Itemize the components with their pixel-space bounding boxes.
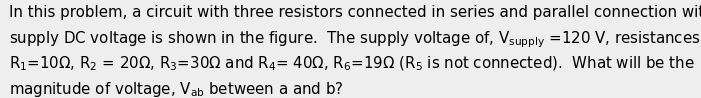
Text: supply DC voltage is shown in the figure.  The supply voltage of, $\mathrm{V}_{\: supply DC voltage is shown in the figure…	[9, 30, 701, 50]
Text: magnitude of voltage, $\mathrm{V}_{\mathrm{ab}}$ between a and b?: magnitude of voltage, $\mathrm{V}_{\math…	[9, 80, 343, 98]
Text: $\mathrm{R}_{1}$=10Ω, $\mathrm{R}_{2}$ = 20Ω, $\mathrm{R}_{3}$=30Ω and $\mathrm{: $\mathrm{R}_{1}$=10Ω, $\mathrm{R}_{2}$ =…	[9, 55, 695, 73]
Text: In this problem, a circuit with three resistors connected in series and parallel: In this problem, a circuit with three re…	[9, 5, 701, 20]
